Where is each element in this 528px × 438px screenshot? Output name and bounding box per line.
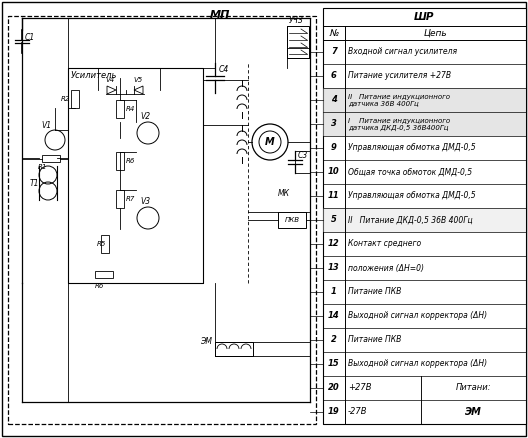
Text: I    Питание индукционного: I Питание индукционного — [348, 119, 450, 124]
Text: V3: V3 — [140, 197, 150, 206]
Text: ПКВ: ПКВ — [285, 217, 299, 223]
Text: датчика ДКД-0,5 36В400Гц: датчика ДКД-0,5 36В400Гц — [348, 124, 448, 131]
Text: R7: R7 — [126, 196, 135, 202]
Text: Входной сигнал усилителя: Входной сигнал усилителя — [348, 47, 457, 57]
Text: датчика 36В 400Гц: датчика 36В 400Гц — [348, 100, 419, 106]
Text: C1: C1 — [25, 32, 35, 42]
Text: М: М — [265, 137, 275, 147]
Text: R4: R4 — [126, 106, 135, 112]
Bar — [95, 271, 113, 278]
Text: Питание ПКВ: Питание ПКВ — [348, 336, 401, 345]
Text: 5: 5 — [331, 215, 337, 225]
Bar — [101, 235, 109, 253]
Bar — [42, 155, 60, 162]
Text: 12: 12 — [328, 240, 340, 248]
Text: Питание ПКВ: Питание ПКВ — [348, 287, 401, 297]
Text: ШР: ШР — [414, 12, 435, 22]
Bar — [287, 26, 309, 58]
Text: R6: R6 — [126, 158, 135, 164]
Text: 2: 2 — [331, 336, 337, 345]
Text: 20: 20 — [328, 384, 340, 392]
Text: Усилитель: Усилитель — [71, 71, 117, 80]
Text: Контакт среднего: Контакт среднего — [348, 240, 421, 248]
Text: II   Питание ДКД-0,5 36В 400Гц: II Питание ДКД-0,5 36В 400Гц — [348, 215, 473, 225]
Text: 14: 14 — [328, 311, 340, 321]
Text: 19: 19 — [328, 407, 340, 417]
Text: +27В: +27В — [348, 384, 372, 392]
Text: V2: V2 — [140, 112, 150, 121]
Text: №: № — [329, 28, 338, 38]
Text: 6: 6 — [331, 71, 337, 81]
Text: R1: R1 — [38, 164, 48, 170]
Text: 10: 10 — [328, 167, 340, 177]
Bar — [278, 212, 306, 228]
Text: V4: V4 — [105, 77, 114, 83]
Bar — [116, 190, 124, 208]
Bar — [215, 342, 253, 356]
Text: положения (ΔН=0): положения (ΔН=0) — [348, 264, 424, 272]
Text: R2: R2 — [61, 96, 70, 102]
Text: УЧЗ: УЧЗ — [289, 16, 304, 25]
Text: 9: 9 — [331, 144, 337, 152]
Text: Управляющая обмотка ДМД-0,5: Управляющая обмотка ДМД-0,5 — [348, 144, 476, 152]
Text: Общая точка обмоток ДМД-0,5: Общая точка обмоток ДМД-0,5 — [348, 167, 472, 177]
Text: V5: V5 — [133, 77, 142, 83]
Bar — [323, 208, 526, 232]
Text: 13: 13 — [328, 264, 340, 272]
Text: МК: МК — [278, 189, 290, 198]
Bar — [71, 90, 79, 108]
Text: ЭМ: ЭМ — [200, 337, 212, 346]
Text: 1: 1 — [331, 287, 337, 297]
Text: 7: 7 — [331, 47, 337, 57]
Bar — [323, 112, 526, 136]
Text: R5: R5 — [97, 241, 106, 247]
Text: 15: 15 — [328, 360, 340, 368]
Text: C3: C3 — [298, 152, 308, 160]
Text: 11: 11 — [328, 191, 340, 201]
Bar — [8, 16, 316, 424]
Text: МП: МП — [210, 10, 230, 20]
Text: Выходной сигнал корректора (ΔН): Выходной сигнал корректора (ΔН) — [348, 311, 487, 321]
Bar — [68, 68, 203, 283]
Text: 4: 4 — [331, 95, 337, 105]
Text: II   Питание индукционного: II Питание индукционного — [348, 95, 450, 100]
Text: -27В: -27В — [348, 407, 367, 417]
Bar — [323, 8, 526, 424]
Text: C4: C4 — [219, 66, 229, 74]
Text: R6: R6 — [95, 283, 105, 289]
Text: Питание усилителя +27В: Питание усилителя +27В — [348, 71, 451, 81]
Text: 3: 3 — [331, 120, 337, 128]
Bar — [323, 88, 526, 112]
Text: T1: T1 — [30, 179, 40, 187]
Text: ЭМ: ЭМ — [465, 407, 482, 417]
Text: Питани:: Питани: — [456, 384, 492, 392]
Text: V1: V1 — [41, 121, 51, 130]
Bar — [116, 100, 124, 118]
Text: Управляющая обмотка ДМД-0,5: Управляющая обмотка ДМД-0,5 — [348, 191, 476, 201]
Text: Цепь: Цепь — [423, 28, 447, 38]
Bar — [116, 152, 124, 170]
Text: Выходной сигнал корректора (ΔН): Выходной сигнал корректора (ΔН) — [348, 360, 487, 368]
